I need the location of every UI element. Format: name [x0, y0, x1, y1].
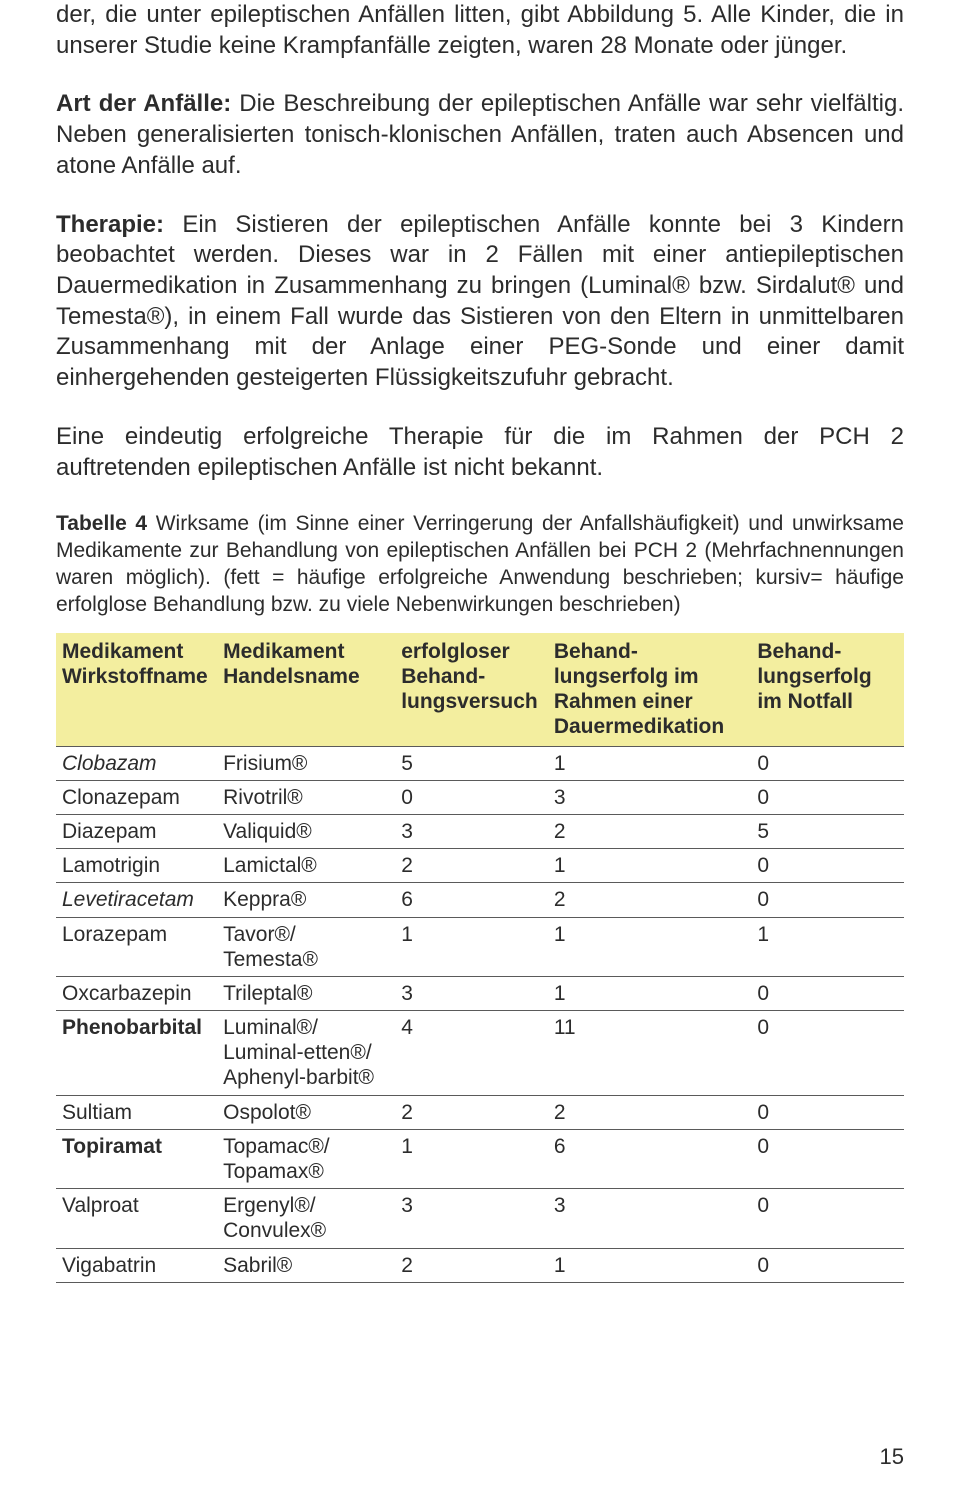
paragraph-conclusion: Eine eindeutig erfolgreiche Therapie für…	[56, 422, 904, 483]
paragraph-therapie-body: Ein Sistieren der epileptischen Anfälle …	[56, 211, 904, 392]
table-row: ValproatErgenyl®/Convulex®330	[56, 1189, 904, 1248]
cell-wirkstoff: Oxcarbazepin	[56, 976, 217, 1010]
cell-dauer: 2	[548, 1095, 752, 1129]
cell-erfolglos: 4	[395, 1011, 548, 1096]
cell-notfall: 0	[751, 1189, 904, 1248]
cell-erfolglos: 6	[395, 883, 548, 917]
table-row: TopiramatTopamac®/Topamax®160	[56, 1129, 904, 1188]
cell-handelsname: Rivotril®	[217, 780, 395, 814]
table-row: LevetiracetamKeppra®620	[56, 883, 904, 917]
cell-erfolglos: 2	[395, 849, 548, 883]
table-caption: Tabelle 4 Wirksame (im Sinne einer Verri…	[56, 511, 904, 619]
cell-notfall: 0	[751, 976, 904, 1010]
cell-notfall: 0	[751, 1095, 904, 1129]
cell-erfolglos: 2	[395, 1248, 548, 1282]
paragraph-intro: der, die unter epileptischen Anfällen li…	[56, 0, 904, 61]
cell-notfall: 0	[751, 1011, 904, 1096]
cell-handelsname: Ergenyl®/Convulex®	[217, 1189, 395, 1248]
cell-handelsname: Tavor®/Temesta®	[217, 917, 395, 976]
cell-erfolglos: 3	[395, 976, 548, 1010]
cell-notfall: 0	[751, 849, 904, 883]
cell-erfolglos: 3	[395, 814, 548, 848]
cell-wirkstoff: Diazepam	[56, 814, 217, 848]
table-caption-text: Wirksame (im Sinne einer Verringerung de…	[56, 512, 904, 616]
cell-dauer: 6	[548, 1129, 752, 1188]
cell-wirkstoff: Topiramat	[56, 1129, 217, 1188]
cell-wirkstoff: Clobazam	[56, 746, 217, 780]
table-caption-label: Tabelle 4	[56, 512, 147, 535]
table-row: PhenobarbitalLuminal®/Luminal-etten®/Aph…	[56, 1011, 904, 1096]
table-row: ClobazamFrisium®510	[56, 746, 904, 780]
cell-notfall: 1	[751, 917, 904, 976]
cell-wirkstoff: Sultiam	[56, 1095, 217, 1129]
cell-wirkstoff: Phenobarbital	[56, 1011, 217, 1096]
table-row: SultiamOspolot®220	[56, 1095, 904, 1129]
cell-notfall: 0	[751, 1129, 904, 1188]
table-header-dauer: Behand­lungserfolg im Rahmen einer Dauer…	[548, 633, 752, 746]
cell-erfolglos: 1	[395, 917, 548, 976]
cell-erfolglos: 0	[395, 780, 548, 814]
cell-handelsname: Keppra®	[217, 883, 395, 917]
document-page: der, die unter epileptischen Anfällen li…	[0, 0, 960, 1488]
cell-handelsname: Lamictal®	[217, 849, 395, 883]
cell-dauer: 1	[548, 849, 752, 883]
cell-dauer: 1	[548, 746, 752, 780]
table-row: DiazepamValiquid®325	[56, 814, 904, 848]
cell-handelsname: Ospolot®	[217, 1095, 395, 1129]
cell-dauer: 3	[548, 1189, 752, 1248]
paragraph-therapie-heading: Therapie:	[56, 211, 164, 238]
table-row: ClonazepamRivotril®030	[56, 780, 904, 814]
paragraph-therapie: Therapie: Ein Sistieren der epileptische…	[56, 210, 904, 394]
cell-notfall: 0	[751, 746, 904, 780]
cell-wirkstoff: Lamotrigin	[56, 849, 217, 883]
cell-dauer: 1	[548, 976, 752, 1010]
cell-dauer: 11	[548, 1011, 752, 1096]
medication-table: Medikament WirkstoffnameMedikament Hande…	[56, 633, 904, 1283]
paragraph-art-heading: Art der Anfälle:	[56, 90, 231, 117]
cell-erfolglos: 5	[395, 746, 548, 780]
cell-handelsname: Valiquid®	[217, 814, 395, 848]
table-header-erfolglos: erfolgloser Behand­lungsversuch	[395, 633, 548, 746]
cell-handelsname: Topamac®/Topamax®	[217, 1129, 395, 1188]
cell-wirkstoff: Levetiracetam	[56, 883, 217, 917]
paragraph-art: Art der Anfälle: Die Beschreibung der ep…	[56, 89, 904, 181]
cell-erfolglos: 3	[395, 1189, 548, 1248]
table-header-wirkstoff: Medikament Wirkstoffname	[56, 633, 217, 746]
table-header-row: Medikament WirkstoffnameMedikament Hande…	[56, 633, 904, 746]
cell-handelsname: Frisium®	[217, 746, 395, 780]
cell-dauer: 1	[548, 917, 752, 976]
cell-wirkstoff: Vigabatrin	[56, 1248, 217, 1282]
table-header-notfall: Behand­lungserfolg im Notfall	[751, 633, 904, 746]
cell-dauer: 3	[548, 780, 752, 814]
cell-erfolglos: 1	[395, 1129, 548, 1188]
cell-notfall: 0	[751, 780, 904, 814]
cell-dauer: 2	[548, 814, 752, 848]
cell-wirkstoff: Clonazepam	[56, 780, 217, 814]
cell-handelsname: Trileptal®	[217, 976, 395, 1010]
cell-handelsname: Sabril®	[217, 1248, 395, 1282]
cell-notfall: 0	[751, 1248, 904, 1282]
table-body: ClobazamFrisium®510ClonazepamRivotril®03…	[56, 746, 904, 1282]
cell-dauer: 2	[548, 883, 752, 917]
cell-wirkstoff: Lorazepam	[56, 917, 217, 976]
cell-wirkstoff: Valproat	[56, 1189, 217, 1248]
cell-dauer: 1	[548, 1248, 752, 1282]
table-row: LorazepamTavor®/Temesta®111	[56, 917, 904, 976]
table-row: LamotriginLamictal®210	[56, 849, 904, 883]
cell-handelsname: Luminal®/Luminal-etten®/Aphenyl-barbit®	[217, 1011, 395, 1096]
cell-erfolglos: 2	[395, 1095, 548, 1129]
table-header-handelsname: Medikament Handelsname	[217, 633, 395, 746]
cell-notfall: 0	[751, 883, 904, 917]
page-number: 15	[880, 1444, 904, 1470]
cell-notfall: 5	[751, 814, 904, 848]
table-row: OxcarbazepinTrileptal®310	[56, 976, 904, 1010]
table-row: VigabatrinSabril®210	[56, 1248, 904, 1282]
